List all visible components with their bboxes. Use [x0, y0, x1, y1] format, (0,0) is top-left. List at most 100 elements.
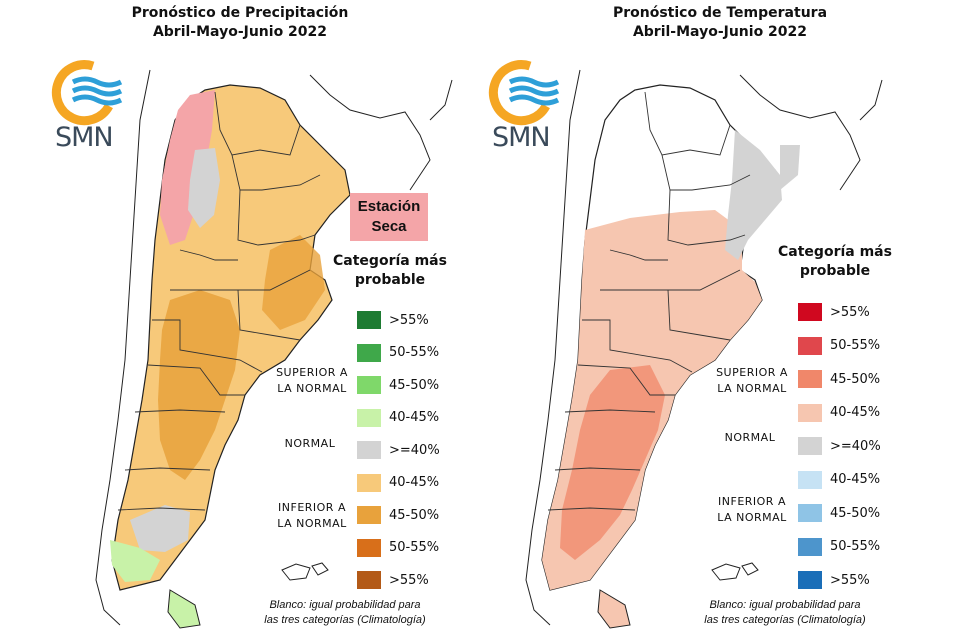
legend-title-line-1: Categoría más: [333, 253, 447, 269]
neighbour-border: [309, 74, 431, 191]
dry-season-zone: [160, 90, 215, 245]
legend-swatch: [357, 538, 381, 557]
group-superior-line-1: SUPERIOR A: [716, 366, 788, 379]
group-superior-line-2: LA NORMAL: [277, 382, 347, 395]
legend-title: Categoría más probable: [330, 252, 450, 290]
legend-item: 50-55%: [357, 538, 439, 558]
precip-normal-south: [130, 505, 190, 552]
legend-label: 40-45%: [389, 475, 440, 490]
neighbour-border: [739, 74, 861, 191]
legend-label: 45-50%: [830, 505, 881, 521]
group-inferior-line-1: INFERIOR A: [278, 501, 346, 514]
group-inferior-line-2: LA NORMAL: [277, 517, 347, 530]
legend-item: >=40%: [798, 436, 881, 456]
group-superior-line-1: SUPERIOR A: [276, 366, 348, 379]
precip-strong-zone-east: [262, 235, 325, 330]
legend-swatch: [798, 437, 822, 455]
footnote: Blanco: igual probabilidad para las tres…: [245, 598, 445, 628]
malvinas-islands: [711, 562, 759, 581]
legend-item: >55%: [357, 310, 429, 330]
footnote-line-2: las tres categorías (Climatología): [264, 614, 426, 626]
temp-normal-zone: [725, 130, 782, 260]
legend-item: >55%: [798, 570, 870, 590]
legend-label: 50-55%: [830, 338, 881, 353]
title-line-2: Abril-Mayo-Junio 2022: [152, 24, 328, 40]
legend-swatch: [798, 470, 822, 489]
group-label-inferior: INFERIOR A LA NORMAL: [272, 500, 352, 532]
title-line-1: Pronóstico de Temperatura: [612, 5, 828, 21]
legend-item: 45-50%: [357, 505, 439, 525]
temp-strong-zone: [560, 365, 665, 560]
brazil-coast: [429, 79, 453, 121]
precipitation-map: [51, 60, 453, 629]
precip-wet-zone: [110, 540, 160, 582]
temperature-panel: Pronóstico de Temperatura Abril-Mayo-Jun…: [480, 0, 960, 638]
legend-swatch: [798, 403, 822, 422]
legend-label: 50-55%: [830, 539, 881, 554]
legend-item: >55%: [798, 302, 870, 322]
legend-title-line-1: Categoría más: [778, 244, 892, 260]
tierra-del-fuego: [167, 589, 201, 629]
legend-item: 45-50%: [798, 369, 880, 389]
footnote-line-1: Blanco: igual probabilidad para: [269, 599, 421, 611]
legend-label: 50-55%: [389, 540, 440, 555]
legend-item: 40-45%: [357, 473, 439, 493]
legend-swatch: [357, 473, 381, 492]
legend-label: 45-50%: [389, 507, 440, 523]
precipitation-panel: Pronóstico de Precipitación Abril-Mayo-J…: [0, 4, 480, 629]
group-label-normal: NORMAL: [724, 431, 776, 444]
legend-swatch: [357, 376, 381, 394]
group-label-superior: SUPERIOR A LA NORMAL: [272, 365, 352, 397]
logo-text: SMN: [492, 122, 551, 153]
tierra-del-fuego: [597, 589, 631, 629]
smn-logo: SMN: [492, 58, 562, 158]
province-borders: [547, 91, 751, 511]
precip-normal-zone: [188, 148, 220, 228]
legend-label: 40-45%: [389, 410, 440, 425]
group-label-superior: SUPERIOR A LA NORMAL: [712, 365, 792, 397]
precipitation-title: Pronóstico de Precipitación Abril-Mayo-J…: [0, 4, 480, 42]
legend-swatch: [798, 537, 822, 556]
footnote-line-1: Blanco: igual probabilidad para: [709, 599, 861, 611]
legend-swatch: [798, 336, 822, 355]
legend-item: 45-50%: [357, 375, 439, 395]
legend-item: 50-55%: [798, 336, 880, 356]
chile-coast: [525, 69, 581, 626]
legend-item: 50-55%: [357, 343, 439, 363]
dry-season-badge: Estación Seca: [350, 193, 428, 241]
smn-logo-mark: [488, 60, 560, 126]
legend-item: >=40%: [357, 440, 440, 460]
logo-text: SMN: [55, 122, 114, 153]
legend-label: >55%: [830, 572, 870, 588]
legend-item: >55%: [357, 570, 429, 590]
chile-coast: [95, 69, 151, 626]
legend-swatch: [357, 571, 381, 589]
legend-swatch: [357, 343, 381, 362]
group-label-normal: NORMAL: [284, 437, 336, 450]
province-borders: [117, 91, 321, 511]
legend-label: 45-50%: [389, 377, 440, 393]
legend-label: >=40%: [830, 438, 881, 454]
title-line-2: Abril-Mayo-Junio 2022: [632, 24, 808, 40]
brazil-coast: [859, 79, 883, 121]
temperature-map: [488, 60, 883, 629]
legend-title-line-2: probable: [354, 272, 426, 288]
smn-logo: SMN: [55, 58, 125, 158]
legend-swatch: [798, 504, 822, 522]
legend-swatch: [798, 303, 822, 321]
legend-label: 45-50%: [830, 371, 881, 387]
legend-label: >=40%: [389, 442, 440, 458]
group-label-inferior: INFERIOR A LA NORMAL: [712, 494, 792, 526]
legend-swatch: [798, 571, 822, 589]
group-superior-line-2: LA NORMAL: [717, 382, 787, 395]
smn-logo-mark: [51, 60, 123, 126]
legend-swatch: [357, 408, 381, 427]
legend-label: 40-45%: [830, 405, 881, 420]
legend-item: 40-45%: [798, 470, 880, 490]
legend-item: 50-55%: [798, 537, 880, 557]
legend-label: >55%: [389, 312, 429, 328]
group-inferior-line-2: LA NORMAL: [717, 511, 787, 524]
legend-item: 45-50%: [798, 503, 880, 523]
legend-title-line-2: probable: [799, 263, 871, 279]
legend-swatch: [357, 311, 381, 329]
